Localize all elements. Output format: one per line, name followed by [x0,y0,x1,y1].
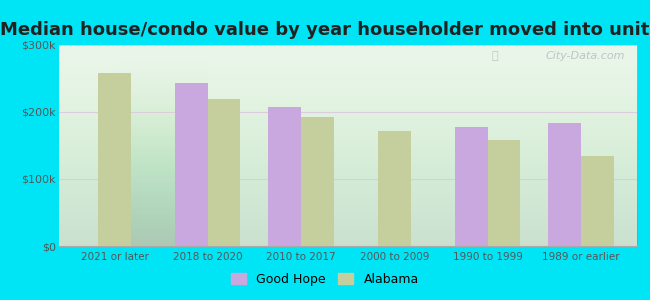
Bar [581,155,614,246]
Bar [268,107,301,246]
Bar [301,117,333,246]
Bar [549,123,581,246]
Text: ⓘ: ⓘ [491,51,498,61]
Bar [208,99,240,246]
Bar [98,73,131,246]
Legend: Good Hope, Alabama: Good Hope, Alabama [226,268,424,291]
Text: Median house/condo value by year householder moved into unit: Median house/condo value by year househo… [0,21,650,39]
Bar [488,140,521,246]
Bar [378,131,411,246]
Bar [175,83,208,246]
Bar [455,127,488,246]
Text: City-Data.com: City-Data.com [546,51,625,61]
